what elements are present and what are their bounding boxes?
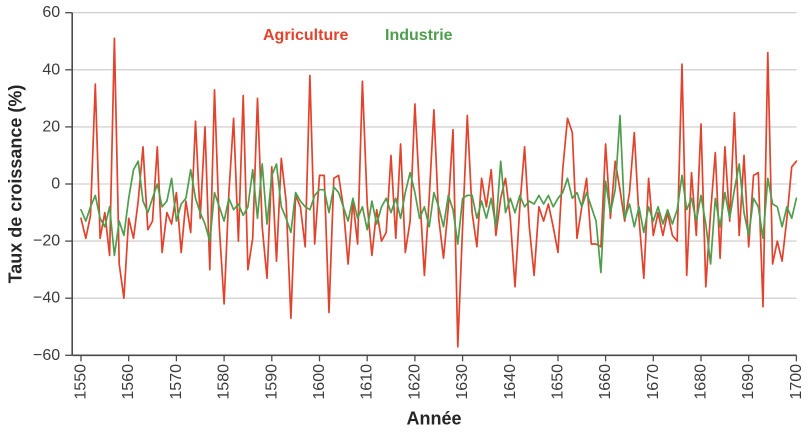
x-tick-label: 1670: [645, 364, 662, 400]
x-tick-label: 1600: [311, 364, 328, 400]
x-tick-label: 1550: [73, 364, 90, 400]
x-tick-label: 1620: [406, 364, 423, 400]
x-tick-label: 1640: [502, 364, 519, 400]
x-tick-label: 1610: [359, 364, 376, 400]
agriculture-line: [80, 37, 798, 348]
x-tick-label: 1680: [693, 364, 710, 400]
y-tick-label: −60: [33, 347, 60, 364]
x-tick-label: 1590: [263, 364, 280, 400]
industrie-line: [80, 114, 798, 274]
x-tick-label: 1580: [216, 364, 233, 400]
x-tick-label: 1630: [454, 364, 471, 400]
x-tick-label: 1700: [788, 364, 805, 400]
legend-agriculture-label: Agriculture: [263, 27, 349, 44]
x-tick-label: 1570: [168, 364, 185, 400]
x-tick-label: 1560: [120, 364, 137, 400]
y-tick-label: 40: [42, 61, 60, 78]
y-tick-label: −40: [33, 290, 60, 307]
legend-industrie-label: Industrie: [385, 27, 453, 44]
x-tick-label: 1660: [597, 364, 614, 400]
tick-labels: 60 40 20 0 −20 −40 −60 1550 1560 1570 1580 1590 1600…: [33, 4, 805, 399]
axes: [65, 12, 798, 362]
x-tick-label: 1650: [550, 364, 567, 400]
x-axis-title: Année: [406, 408, 462, 429]
y-tick-label: 0: [51, 176, 60, 193]
y-tick-label: 60: [42, 4, 60, 21]
x-tick-label: 1690: [740, 364, 757, 400]
y-tick-label: 20: [42, 118, 60, 135]
y-axis-title: Taux de croissance (%): [5, 84, 26, 284]
y-tick-label: −20: [33, 233, 60, 250]
